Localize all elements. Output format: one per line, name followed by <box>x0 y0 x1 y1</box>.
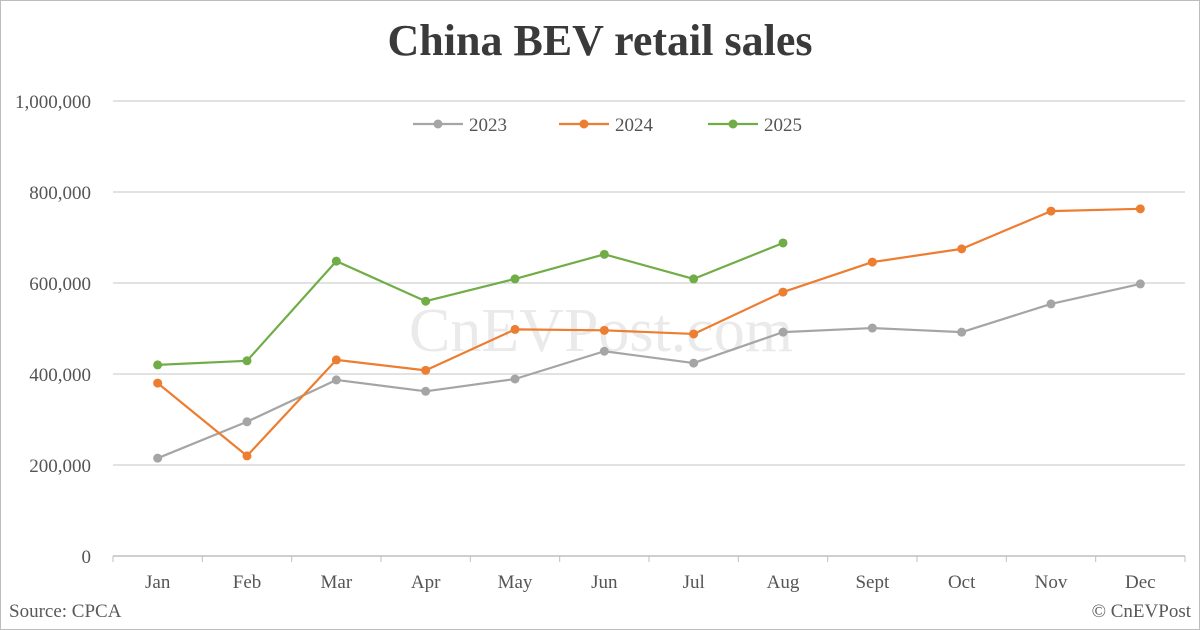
data-point-2024 <box>599 325 609 335</box>
data-point-2024 <box>689 329 699 339</box>
data-point-2023 <box>331 375 341 385</box>
legend-label-2023: 2023 <box>469 115 507 136</box>
data-point-2024 <box>242 451 252 461</box>
data-point-2023 <box>957 327 967 337</box>
source-note: Source: CPCA <box>9 601 122 622</box>
data-point-2025 <box>689 274 699 284</box>
x-tick-label: Jun <box>591 572 618 593</box>
data-point-2024 <box>867 257 877 267</box>
data-point-2025 <box>421 296 431 306</box>
x-tick-label: Mar <box>321 572 353 593</box>
data-point-2025 <box>331 256 341 266</box>
data-point-2024 <box>1135 204 1145 214</box>
data-point-2023 <box>778 327 788 337</box>
data-point-2023 <box>510 374 520 384</box>
series-line-2025 <box>157 241 784 366</box>
data-point-2025 <box>778 238 788 248</box>
x-tick-label: Oct <box>948 572 976 593</box>
y-tick-label: 200,000 <box>29 456 91 477</box>
x-tick-label: Feb <box>233 572 262 593</box>
series-line-2024 <box>156 207 1141 457</box>
x-tick-label: Jan <box>145 572 171 593</box>
data-point-2025 <box>599 249 609 259</box>
x-tick-label: Nov <box>1035 572 1068 593</box>
data-point-2024 <box>510 324 520 334</box>
data-point-2024 <box>331 355 341 365</box>
data-point-2024 <box>421 365 431 375</box>
y-tick-label: 600,000 <box>29 274 91 295</box>
x-tick-label: Dec <box>1125 572 1156 593</box>
x-tick-label: Sept <box>855 572 890 593</box>
y-tick-label: 800,000 <box>29 183 91 204</box>
legend-marker-2025 <box>728 119 738 129</box>
data-point-2024 <box>778 287 788 297</box>
data-point-2023 <box>599 346 609 356</box>
data-point-2023 <box>689 358 699 368</box>
data-point-2024 <box>153 378 163 388</box>
data-point-2023 <box>867 323 877 333</box>
chart-title: China BEV retail sales <box>387 16 813 65</box>
copyright-note: © CnEVPost <box>1091 601 1191 622</box>
y-tick-label: 400,000 <box>29 365 91 386</box>
x-tick-label: Apr <box>411 572 441 593</box>
y-tick-label: 1,000,000 <box>15 92 91 113</box>
legend-marker-2023 <box>433 119 443 129</box>
legend-marker-2024 <box>579 119 589 129</box>
data-point-2023 <box>1046 299 1056 309</box>
series-line-2023 <box>157 282 1141 460</box>
data-point-2024 <box>1046 206 1056 216</box>
x-tick-label: Aug <box>767 572 800 593</box>
x-tick-label: May <box>498 572 533 593</box>
data-point-2023 <box>421 386 431 396</box>
data-point-2024 <box>957 244 967 254</box>
data-point-2025 <box>153 360 163 370</box>
data-point-2023 <box>153 453 163 463</box>
data-point-2025 <box>242 356 252 366</box>
data-point-2023 <box>1135 279 1145 289</box>
legend-label-2024: 2024 <box>615 115 654 136</box>
y-tick-label: 0 <box>82 547 92 568</box>
data-point-2023 <box>242 417 252 427</box>
x-tick-label: Jul <box>683 572 705 593</box>
legend-label-2025: 2025 <box>764 115 802 136</box>
data-point-2025 <box>510 274 520 284</box>
